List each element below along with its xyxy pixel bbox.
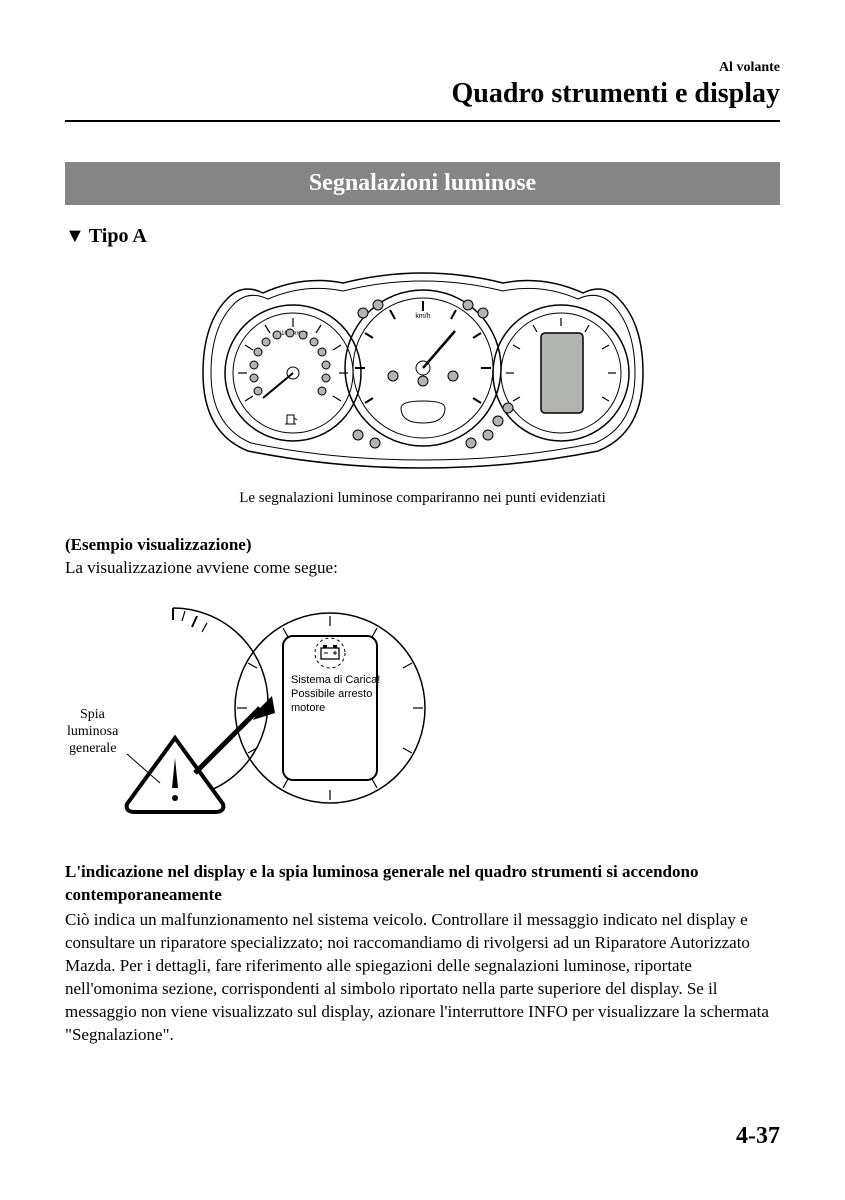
- cluster-diagram: x1000r/min: [65, 263, 780, 478]
- display-line2: Possibile arresto: [291, 688, 372, 700]
- info-display-screen: [541, 333, 583, 413]
- triangle-icon: ▼: [65, 225, 85, 248]
- callout-line3: generale: [69, 741, 116, 756]
- type-text: Tipo A: [89, 225, 147, 247]
- section-label: Al volante: [65, 60, 780, 76]
- example-heading: (Esempio visualizzazione): [65, 535, 780, 555]
- type-label: ▼Tipo A: [65, 225, 780, 248]
- page-header: Al volante Quadro strumenti e display: [65, 60, 780, 110]
- explanation-heading: L'indicazione nel display e la spia lumi…: [65, 861, 780, 907]
- cluster-caption: Le segnalazioni luminose compariranno ne…: [65, 490, 780, 507]
- section-banner: Segnalazioni luminose: [65, 162, 780, 205]
- display-line1: Sistema di Carica!: [291, 674, 380, 686]
- example-diagram: Spia luminosa generale: [65, 598, 780, 833]
- warning-triangle-icon: [127, 738, 224, 812]
- callout-line1: Spia: [80, 707, 106, 722]
- callout-line2: luminosa: [67, 724, 119, 739]
- explanation-body: Ciò indica un malfunzionamento nel siste…: [65, 909, 780, 1047]
- chapter-title: Quadro strumenti e display: [65, 78, 780, 110]
- fuel-icon: [285, 415, 297, 424]
- page-number: 4-37: [736, 1123, 780, 1150]
- display-line3: motore: [291, 702, 325, 714]
- instrument-cluster-svg: x1000r/min: [183, 263, 663, 473]
- example-svg: Spia luminosa generale: [65, 598, 445, 828]
- speedo-label: km/h: [415, 313, 430, 320]
- example-intro: La visualizzazione avviene come segue:: [65, 557, 780, 580]
- header-divider: [65, 120, 780, 122]
- tacho-indicator-dots: [250, 329, 330, 395]
